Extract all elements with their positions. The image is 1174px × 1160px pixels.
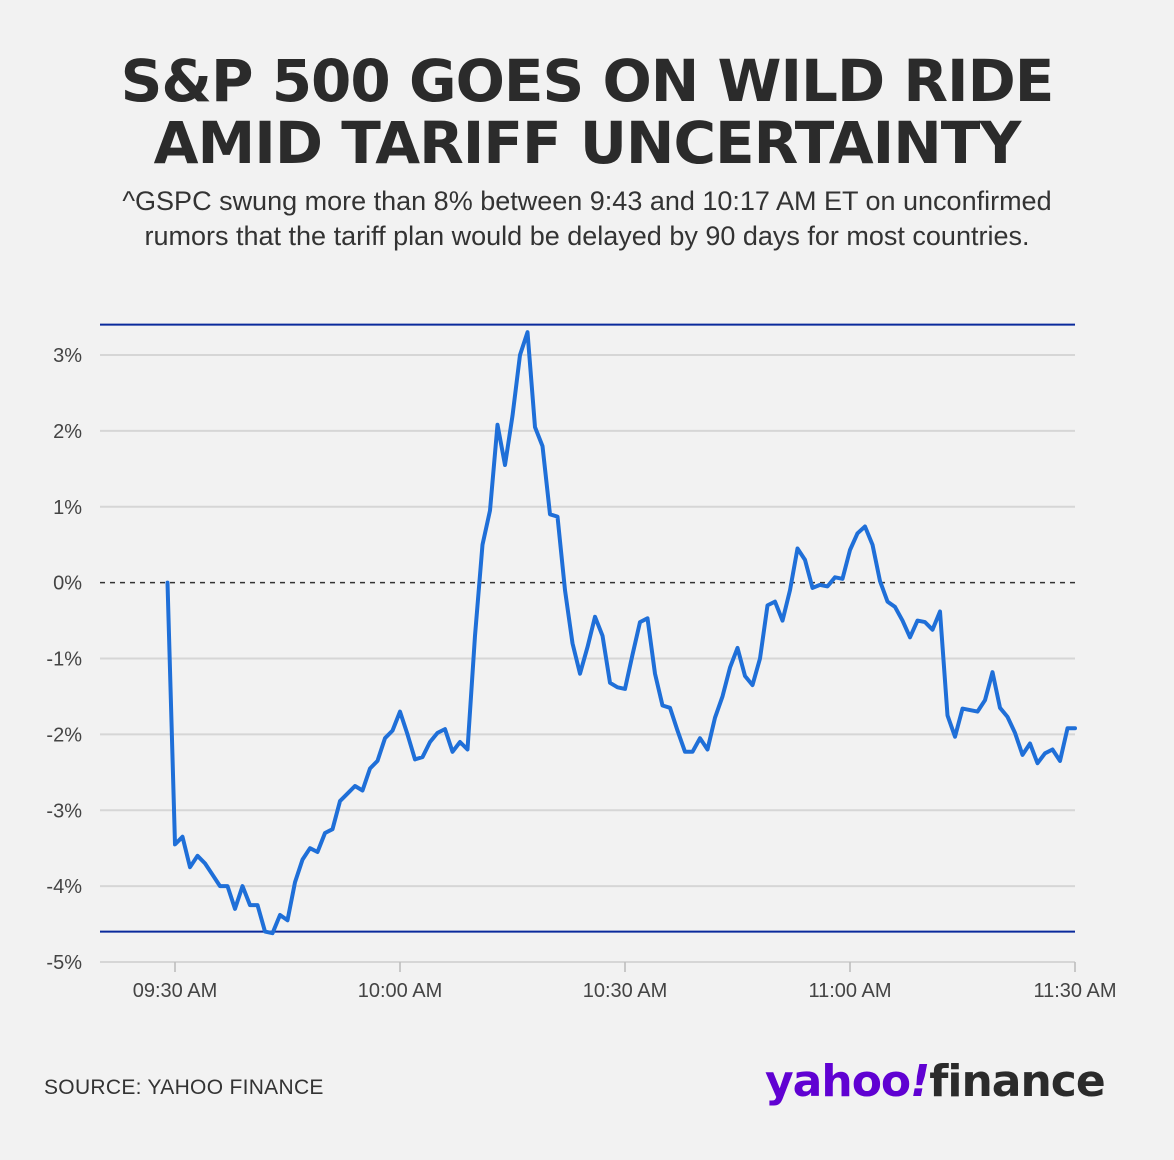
y-tick-label: -2% xyxy=(46,724,82,746)
y-tick-label: -4% xyxy=(46,876,82,898)
logo-bang-text: ! xyxy=(910,1056,930,1107)
x-tick-label: 11:30 AM xyxy=(1033,980,1116,1002)
y-tick-label: -3% xyxy=(46,800,82,822)
subtitle-line-2: rumors that the tariff plan would be del… xyxy=(144,221,1030,251)
logo-yahoo-text: yahoo xyxy=(765,1056,911,1107)
y-tick-label: 1% xyxy=(53,497,82,519)
x-tick-label: 10:00 AM xyxy=(358,980,443,1002)
x-tick-label: 11:00 AM xyxy=(808,980,891,1002)
logo-finance-text: finance xyxy=(929,1056,1105,1107)
yahoo-finance-logo: yahoo!finance xyxy=(765,1052,1106,1112)
series-line xyxy=(165,330,1077,936)
y-tick-label: 3% xyxy=(53,345,82,367)
y-tick-label: -1% xyxy=(46,649,82,671)
chart-subtitle: ^GSPC swung more than 8% between 9:43 an… xyxy=(0,184,1174,254)
y-tick-label: 0% xyxy=(53,573,82,595)
subtitle-line-1: ^GSPC swung more than 8% between 9:43 an… xyxy=(122,186,1052,216)
title-line-2: AMID TARIFF UNCERTAINTY xyxy=(153,109,1022,177)
y-tick-label: 2% xyxy=(53,421,82,443)
x-tick-label: 10:30 AM xyxy=(583,980,668,1002)
source-note: SOURCE: YAHOO FINANCE xyxy=(44,1076,324,1099)
chart-title: S&P 500 GOES ON WILD RIDE AMID TARIFF UN… xyxy=(0,50,1174,174)
y-tick-label: -5% xyxy=(46,952,82,974)
title-line-1: S&P 500 GOES ON WILD RIDE xyxy=(120,47,1055,115)
x-tick-label: 09:30 AM xyxy=(133,980,218,1002)
